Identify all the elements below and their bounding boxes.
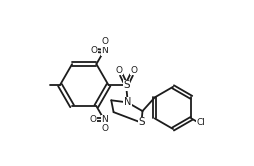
Text: N: N	[123, 97, 131, 107]
Text: S: S	[123, 80, 129, 90]
Text: O: O	[91, 46, 98, 55]
Text: N: N	[101, 115, 107, 124]
Text: O: O	[90, 115, 97, 124]
Text: O: O	[101, 37, 108, 46]
Text: O: O	[130, 66, 137, 75]
Text: S: S	[138, 117, 144, 127]
Text: N: N	[101, 46, 107, 55]
Text: Cl: Cl	[196, 118, 204, 127]
Text: O: O	[115, 66, 122, 75]
Text: O: O	[101, 124, 108, 133]
